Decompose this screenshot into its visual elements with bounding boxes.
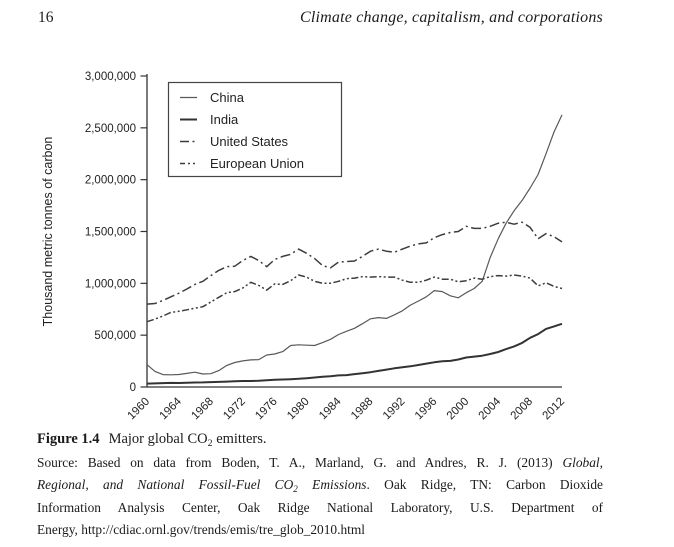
source-line: Information Analysis Center, Oak Ridge N… xyxy=(37,497,603,519)
caption-segment: Figure 1.4 xyxy=(37,431,100,447)
caption-segment: Major global CO xyxy=(108,431,208,447)
caption-segment: Information Analysis Center, Oak Ridge N… xyxy=(37,500,603,516)
page-number: 16 xyxy=(38,9,54,26)
legend-label: India xyxy=(210,112,239,127)
caption-segment: 2 xyxy=(293,483,298,494)
y-tick-label: 500,000 xyxy=(94,330,136,342)
y-tick-label: 1,500,000 xyxy=(85,227,136,239)
series-line-united-states xyxy=(146,221,563,305)
x-tick-label: 1964 xyxy=(157,395,184,422)
x-tick-label: 1984 xyxy=(317,395,344,422)
caption-segment: 2 xyxy=(207,438,213,449)
legend-label: European Union xyxy=(210,156,304,171)
legend-label: United States xyxy=(210,134,289,149)
co2-emitters-line-chart: 0 500,000 1,000,000 1,500,000 2,000,000 2,500… xyxy=(41,71,568,423)
x-tick-label: 1960 xyxy=(126,396,153,423)
figure-source: Source: Based on data from Boden, T. A.,… xyxy=(37,452,603,541)
legend-label: China xyxy=(210,90,245,105)
figure-caption-title: Figure 1.4 Major global CO2 emitters. xyxy=(37,431,603,449)
x-tick-label: 2000 xyxy=(445,396,472,423)
caption-segment: . Oak Ridge, TN: Carbon Dioxide xyxy=(366,476,603,492)
x-tick-label: 1976 xyxy=(253,396,280,423)
series-line-china xyxy=(146,114,563,376)
x-tick-label: 2004 xyxy=(477,395,504,422)
running-head: 16 Climate change, capitalism, and corpo… xyxy=(38,9,603,27)
caption-segment: Emissions xyxy=(297,476,367,492)
y-tick-label: 1,000,000 xyxy=(85,278,136,290)
x-tick-label: 1988 xyxy=(349,396,376,423)
y-axis-title: Thousand metric tonnes of carbon xyxy=(41,137,55,327)
y-tick-label: 3,000,000 xyxy=(85,71,136,83)
x-tick-label: 1972 xyxy=(221,396,248,423)
source-line: Regional, and National Fossil-Fuel CO2 E… xyxy=(37,474,603,498)
x-tick-label: 2008 xyxy=(509,396,536,423)
x-tick-label: 1980 xyxy=(285,396,312,423)
series-line-european-union xyxy=(146,274,563,323)
source-line: Energy, http://cdiac.ornl.gov/trends/emi… xyxy=(37,519,603,541)
x-tick-label: 2012 xyxy=(541,396,568,423)
caption-segment: Energy, http://cdiac.ornl.gov/trends/emi… xyxy=(37,522,366,538)
x-tick-label: 1968 xyxy=(189,396,216,423)
x-tick-label: 1992 xyxy=(381,396,408,423)
series-line-india xyxy=(146,322,563,385)
source-line: Source: Based on data from Boden, T. A.,… xyxy=(37,452,603,474)
figure-caption-block: Figure 1.4 Major global CO2 emitters. Sou… xyxy=(37,431,603,541)
caption-segment: emitters. xyxy=(212,431,267,447)
y-tick-label: 0 xyxy=(130,382,136,394)
caption-segment: Global, xyxy=(562,455,603,470)
x-tick-label: 1996 xyxy=(413,396,440,423)
caption-segment: Regional, and National Fossil-Fuel CO xyxy=(37,476,294,492)
legend-box xyxy=(167,81,343,178)
y-tick-label: 2,000,000 xyxy=(85,175,136,187)
y-tick-label: 2,500,000 xyxy=(85,123,136,135)
caption-segment: Source: Based on data from Boden, T. A.,… xyxy=(37,455,563,470)
running-title: Climate change, capitalism, and corporat… xyxy=(299,9,603,26)
